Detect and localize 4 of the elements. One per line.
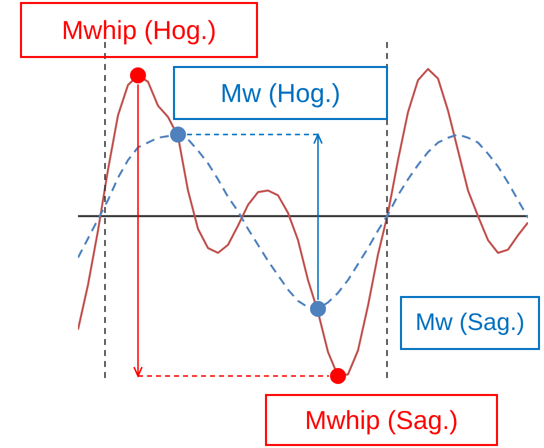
annotation: Mw (Hog.) bbox=[173, 66, 388, 120]
annotation: Mw (Sag.) bbox=[400, 296, 540, 350]
text: Mwhip (Hog.) bbox=[20, 2, 258, 58]
text: Mwhip (Sag.) bbox=[265, 394, 498, 446]
